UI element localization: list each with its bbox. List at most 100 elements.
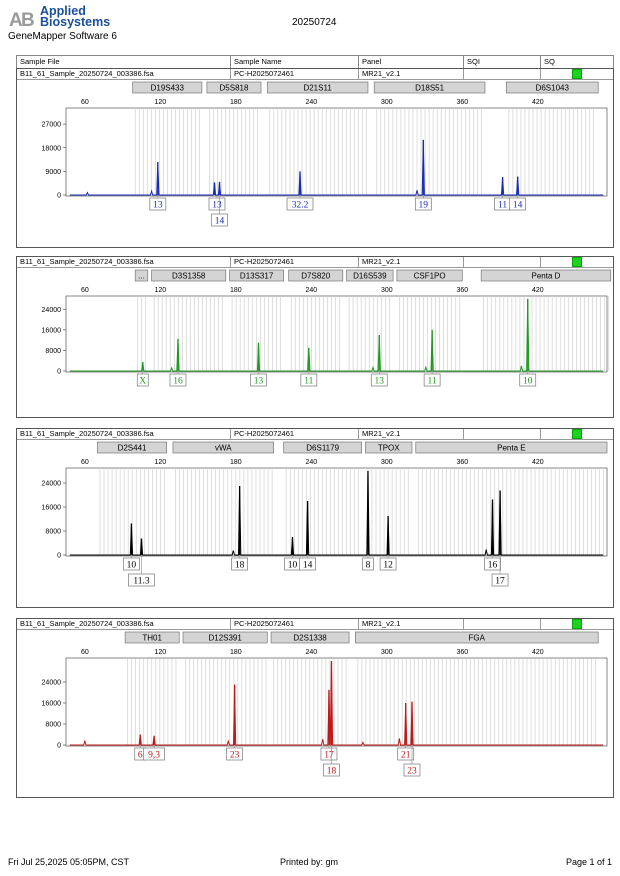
quality-indicator xyxy=(572,619,582,629)
panel-file: B11_61_Sample_20250724_003386.fsa xyxy=(20,619,154,628)
svg-text:11: 11 xyxy=(428,377,437,387)
allele-label-3: 11 xyxy=(300,371,318,387)
x-tick-420: 420 xyxy=(532,459,544,466)
x-tick-240: 240 xyxy=(305,287,317,294)
panel-name: PC-H2025072461 xyxy=(234,69,295,78)
marker-d21s11: D21S11 xyxy=(266,81,369,94)
allele-label-4: 18 xyxy=(323,745,340,777)
allele-label-3: 17 xyxy=(320,745,338,761)
panel-name: PC-H2025072461 xyxy=(234,619,295,628)
report-date: 20250724 xyxy=(292,17,337,28)
marker-d5s818: D5S818 xyxy=(206,81,262,94)
x-tick-300: 300 xyxy=(381,459,393,466)
y-tick-16000: 16000 xyxy=(42,327,62,334)
svg-text:13: 13 xyxy=(254,377,264,387)
allele-label-0: 13 xyxy=(149,195,167,211)
y-tick-8000: 8000 xyxy=(45,348,61,355)
allele-bins xyxy=(137,296,609,371)
x-tick-120: 120 xyxy=(155,287,167,294)
marker-pentae: Penta E xyxy=(415,441,608,454)
panel-title-bar: B11_61_Sample_20250724_003386.fsa PC-H202… xyxy=(17,619,613,630)
col-sample-file: Sample File xyxy=(20,57,60,66)
svg-text:B: B xyxy=(21,10,35,30)
x-tick-60: 60 xyxy=(81,649,89,656)
svg-text:17: 17 xyxy=(495,577,505,587)
footer-printed-by: Printed by: gm xyxy=(280,857,339,867)
x-tick-300: 300 xyxy=(381,99,393,106)
panel-file: B11_61_Sample_20250724_003386.fsa xyxy=(20,69,154,78)
panel-file: B11_61_Sample_20250724_003386.fsa xyxy=(20,429,154,438)
allele-label-5: 11 xyxy=(494,195,511,211)
svg-text:13: 13 xyxy=(153,201,163,211)
y-tick-8000: 8000 xyxy=(45,529,61,536)
svg-text:13: 13 xyxy=(212,201,222,211)
plot-frame xyxy=(65,107,608,197)
panel-file: B11_61_Sample_20250724_003386.fsa xyxy=(20,257,154,266)
svg-text:17: 17 xyxy=(324,751,334,761)
svg-text:12: 12 xyxy=(383,561,393,571)
svg-text:23: 23 xyxy=(230,751,240,761)
y-tick-0: 0 xyxy=(57,193,61,200)
panel-name: PC-H2025072461 xyxy=(234,257,295,266)
svg-text:10: 10 xyxy=(127,561,137,571)
marker-d12s391: D12S391 xyxy=(182,631,268,644)
quality-indicator xyxy=(572,429,582,439)
brand-line-2: Biosystems xyxy=(40,15,111,29)
marker-th01: TH01 xyxy=(124,631,180,644)
svg-text:D19S433: D19S433 xyxy=(151,84,185,93)
svg-text:D5S818: D5S818 xyxy=(220,84,249,93)
allele-label-5: 21 xyxy=(397,745,415,761)
allele-label-8: 17 xyxy=(491,555,509,587)
svg-text:vWA: vWA xyxy=(215,444,232,453)
svg-text:D6S1043: D6S1043 xyxy=(536,84,570,93)
plot-frame xyxy=(65,657,608,747)
svg-text:11: 11 xyxy=(304,377,313,387)
svg-text:A: A xyxy=(9,10,23,30)
column-header-row: Sample File Sample Name Panel SQI SQ xyxy=(16,55,614,69)
col-sq: SQ xyxy=(544,57,555,66)
svg-text:D7S820: D7S820 xyxy=(301,272,330,281)
x-tick-180: 180 xyxy=(230,287,242,294)
x-tick-420: 420 xyxy=(532,99,544,106)
brand-line-1: Applied xyxy=(40,4,86,18)
col-sqi: SQI xyxy=(467,57,480,66)
marker-d13s317: D13S317 xyxy=(229,269,285,282)
marker-d3s1358: D3S1358 xyxy=(151,269,227,282)
allele-label-1: 16 xyxy=(169,371,187,387)
marker-d2s1338: D2S1338 xyxy=(270,631,350,644)
svg-text:10: 10 xyxy=(288,561,298,571)
allele-label-7: 16 xyxy=(484,555,501,571)
marker-vwa: vWA xyxy=(172,441,274,454)
electropherogram-plot: D19S433 D5S818 D21S11 D18S51 D6S1043 60 120 180… xyxy=(42,81,608,227)
y-tick-24000: 24000 xyxy=(42,680,62,687)
svg-text:D13S317: D13S317 xyxy=(240,272,274,281)
svg-text:18: 18 xyxy=(235,561,245,571)
svg-text:D21S11: D21S11 xyxy=(303,84,332,93)
y-tick-24000: 24000 xyxy=(42,481,62,488)
marker-d18s51: D18S51 xyxy=(373,81,486,94)
col-panel: Panel xyxy=(362,57,382,66)
svg-text:11.3: 11.3 xyxy=(133,577,150,587)
svg-text:TPOX: TPOX xyxy=(378,444,400,453)
panel-panel: MR21_v2.1 xyxy=(362,69,401,78)
svg-text:9,3: 9,3 xyxy=(148,751,160,761)
marker-d19s433: D19S433 xyxy=(132,81,203,94)
svg-text:14: 14 xyxy=(513,201,523,211)
electropherogram-panel-red: B11_61_Sample_20250724_003386.fsa PC-H202… xyxy=(16,618,614,798)
trace-line xyxy=(69,660,604,746)
panel-panel: MR21_v2.1 xyxy=(362,619,401,628)
panel-title-bar: B11_61_Sample_20250724_003386.fsa PC-H202… xyxy=(17,69,613,80)
y-tick-27000: 27000 xyxy=(42,122,62,129)
allele-label-5: 8 xyxy=(362,555,374,571)
x-tick-120: 120 xyxy=(155,99,167,106)
svg-text:14: 14 xyxy=(215,217,225,227)
svg-text:...: ... xyxy=(138,272,145,281)
x-tick-240: 240 xyxy=(305,459,317,466)
allele-label-2: 18 xyxy=(231,555,248,571)
panel-panel: MR21_v2.1 xyxy=(362,257,401,266)
plot-frame xyxy=(65,467,608,557)
svg-text:16: 16 xyxy=(173,377,183,387)
svg-text:CSF1PO: CSF1PO xyxy=(414,272,446,281)
svg-text:X: X xyxy=(139,377,146,387)
